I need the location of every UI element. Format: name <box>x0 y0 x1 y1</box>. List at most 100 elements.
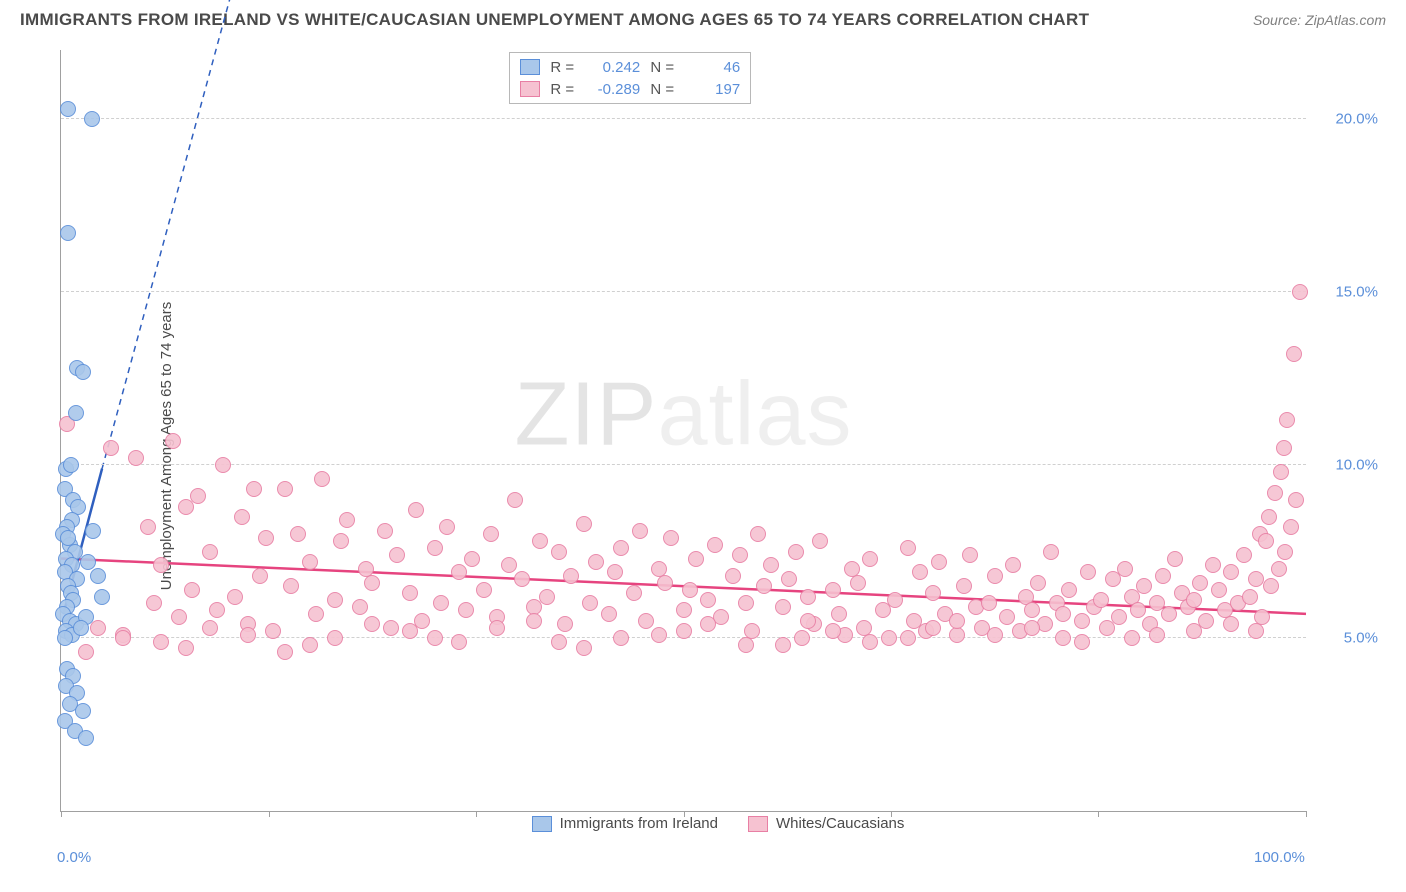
scatter-point <box>956 578 972 594</box>
scatter-point <box>750 526 766 542</box>
scatter-point <box>576 516 592 532</box>
scatter-point <box>240 627 256 643</box>
scatter-point <box>651 627 667 643</box>
scatter-point <box>588 554 604 570</box>
scatter-point <box>339 512 355 528</box>
scatter-point <box>999 609 1015 625</box>
scatter-point <box>215 457 231 473</box>
scatter-point <box>57 630 73 646</box>
scatter-point <box>1292 284 1308 300</box>
plot-area: ZIPatlas R = 0.242 N = 46 R = -0.289 N =… <box>60 50 1306 812</box>
trend-lines-layer <box>61 50 1306 811</box>
scatter-point <box>302 554 318 570</box>
scatter-point <box>925 585 941 601</box>
scatter-point <box>63 457 79 473</box>
scatter-point <box>1074 634 1090 650</box>
scatter-point <box>302 637 318 653</box>
scatter-point <box>775 599 791 615</box>
scatter-point <box>1080 564 1096 580</box>
scatter-point <box>85 523 101 539</box>
scatter-point <box>532 533 548 549</box>
gridline-h <box>61 118 1306 119</box>
scatter-point <box>1186 623 1202 639</box>
stats-row-blue: R = 0.242 N = 46 <box>520 56 740 78</box>
scatter-point <box>514 571 530 587</box>
scatter-point <box>931 554 947 570</box>
scatter-point <box>153 634 169 650</box>
scatter-point <box>283 578 299 594</box>
scatter-point <box>1093 592 1109 608</box>
scatter-point <box>788 544 804 560</box>
scatter-point <box>1263 578 1279 594</box>
scatter-point <box>377 523 393 539</box>
scatter-point <box>1055 630 1071 646</box>
scatter-point <box>781 571 797 587</box>
scatter-point <box>84 111 100 127</box>
scatter-point <box>676 602 692 618</box>
scatter-point <box>800 589 816 605</box>
scatter-point <box>464 551 480 567</box>
scatter-point <box>433 595 449 611</box>
scatter-point <box>94 589 110 605</box>
scatter-point <box>981 595 997 611</box>
scatter-point <box>115 630 131 646</box>
y-tick-label: 20.0% <box>1335 111 1378 128</box>
scatter-point <box>277 644 293 660</box>
swatch-pink <box>748 816 768 832</box>
scatter-point <box>1223 616 1239 632</box>
scatter-point <box>732 547 748 563</box>
scatter-point <box>626 585 642 601</box>
chart-container: Unemployment Among Ages 65 to 74 years Z… <box>50 50 1386 842</box>
scatter-point <box>563 568 579 584</box>
scatter-point <box>128 450 144 466</box>
scatter-point <box>862 634 878 650</box>
scatter-point <box>1136 578 1152 594</box>
scatter-point <box>290 526 306 542</box>
scatter-point <box>850 575 866 591</box>
scatter-point <box>153 557 169 573</box>
stat-r-pink: -0.289 <box>580 81 640 98</box>
scatter-point <box>700 592 716 608</box>
watermark-text: ZIPatlas <box>514 364 852 467</box>
scatter-point <box>682 582 698 598</box>
legend-item-blue: Immigrants from Ireland <box>532 815 718 832</box>
scatter-point <box>265 623 281 639</box>
scatter-point <box>900 630 916 646</box>
scatter-point <box>1288 492 1304 508</box>
scatter-point <box>383 620 399 636</box>
scatter-point <box>912 564 928 580</box>
scatter-point <box>327 630 343 646</box>
scatter-point <box>476 582 492 598</box>
scatter-point <box>178 640 194 656</box>
scatter-point <box>402 623 418 639</box>
scatter-point <box>202 544 218 560</box>
scatter-point <box>458 602 474 618</box>
stat-label-r: R = <box>546 81 574 98</box>
stat-n-blue: 46 <box>680 59 740 76</box>
scatter-point <box>1124 630 1140 646</box>
source-attribution: Source: ZipAtlas.com <box>1253 12 1386 28</box>
scatter-point <box>1186 592 1202 608</box>
scatter-point <box>1024 602 1040 618</box>
scatter-point <box>60 101 76 117</box>
scatter-point <box>1167 551 1183 567</box>
scatter-point <box>557 616 573 632</box>
scatter-point <box>812 533 828 549</box>
scatter-point <box>364 575 380 591</box>
scatter-point <box>439 519 455 535</box>
scatter-point <box>1286 346 1302 362</box>
scatter-point <box>90 568 106 584</box>
scatter-point <box>638 613 654 629</box>
scatter-point <box>202 620 218 636</box>
scatter-point <box>314 471 330 487</box>
scatter-point <box>825 582 841 598</box>
scatter-point <box>389 547 405 563</box>
scatter-point <box>165 433 181 449</box>
scatter-point <box>1248 623 1264 639</box>
x-tick-label: 0.0% <box>57 849 91 866</box>
scatter-point <box>800 613 816 629</box>
scatter-point <box>408 502 424 518</box>
scatter-point <box>246 481 262 497</box>
scatter-point <box>1030 575 1046 591</box>
scatter-point <box>352 599 368 615</box>
